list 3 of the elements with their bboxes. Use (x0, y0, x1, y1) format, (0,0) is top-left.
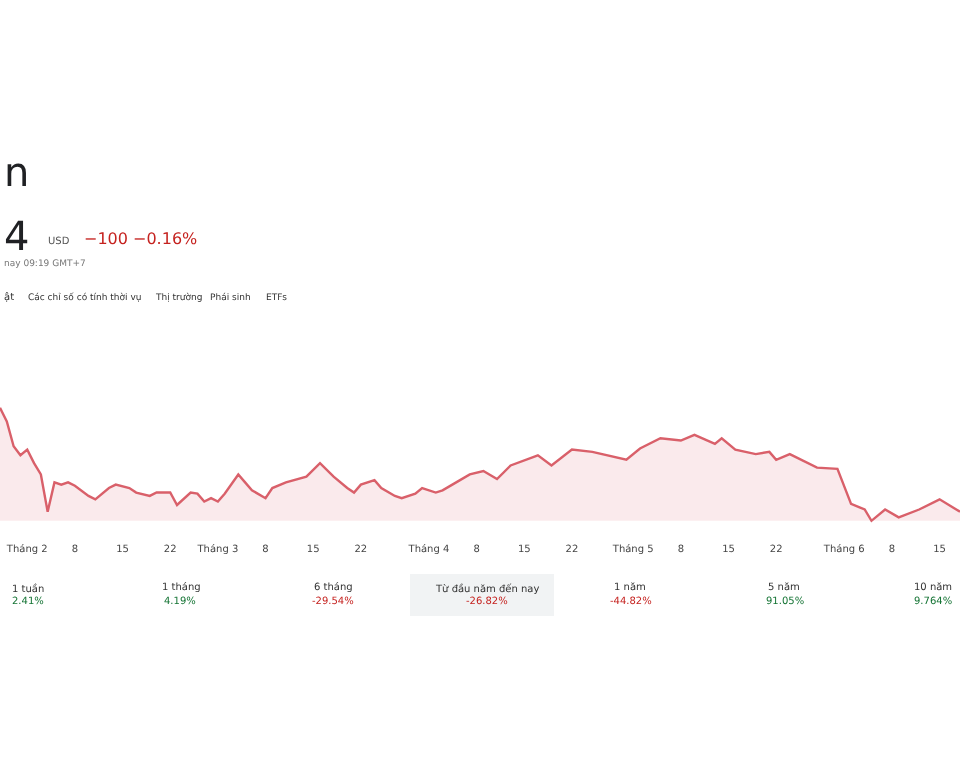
text: 4 (4, 212, 30, 260)
text: −100 −0.16% (84, 230, 199, 248)
text: n (4, 148, 30, 196)
